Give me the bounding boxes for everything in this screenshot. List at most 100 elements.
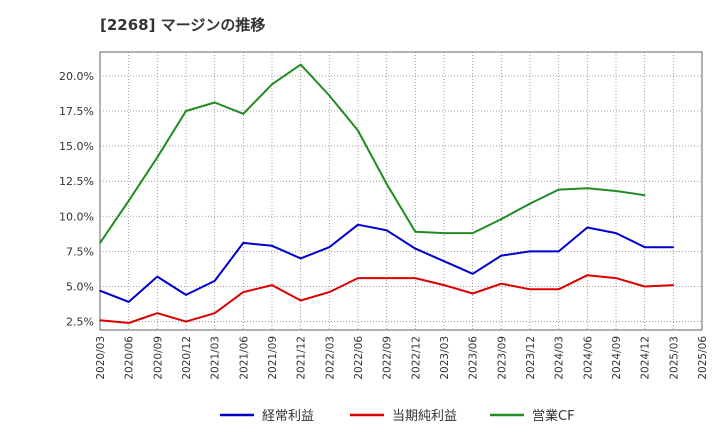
data-point	[615, 190, 617, 192]
data-point	[242, 291, 245, 293]
data-point	[586, 226, 589, 229]
data-point	[328, 246, 331, 248]
data-point	[443, 284, 445, 286]
data-point	[471, 273, 474, 275]
data-point	[156, 156, 159, 159]
chart-title: [2268] マージンの推移	[100, 16, 266, 34]
x-tick-label: 2020/09	[152, 336, 164, 380]
data-point	[185, 294, 187, 296]
x-tick-label: 2025/03	[668, 336, 680, 380]
data-point	[500, 254, 503, 257]
series-layer	[99, 63, 675, 324]
data-point	[443, 260, 445, 263]
data-point	[357, 129, 359, 132]
data-point	[242, 242, 245, 244]
x-axis: 2020/03 2020/06 2020/09 2020/12 2021/03 2021/…	[95, 336, 709, 380]
data-point	[414, 230, 417, 233]
data-point	[615, 277, 617, 279]
data-point	[156, 275, 159, 278]
data-point	[586, 187, 589, 189]
x-tick-label: 2024/12	[640, 336, 652, 380]
y-tick-label: 17.5%	[59, 105, 94, 118]
data-point	[557, 288, 560, 291]
data-point	[299, 257, 302, 260]
x-tick-label: 2021/12	[296, 336, 308, 380]
x-tick-label: 2022/12	[410, 336, 422, 380]
x-tick-label: 2020/12	[181, 336, 193, 380]
y-tick-label: 20.0%	[59, 70, 94, 83]
y-tick-label: 5.0%	[66, 280, 94, 293]
data-point	[529, 288, 531, 291]
data-point	[242, 112, 245, 115]
x-tick-label: 2024/03	[554, 336, 566, 380]
data-point	[127, 301, 130, 303]
data-point	[414, 277, 417, 279]
x-tick-label: 2022/09	[382, 336, 394, 380]
data-point	[99, 242, 101, 244]
y-tick-label: 12.5%	[59, 175, 94, 188]
plot-area-frame	[99, 51, 703, 331]
series-line-2	[99, 63, 645, 244]
data-point	[529, 202, 531, 205]
x-tick-label: 2022/06	[353, 336, 365, 380]
data-point	[213, 101, 216, 104]
x-tick-label: 2024/09	[611, 336, 623, 380]
data-point	[615, 232, 617, 234]
data-point	[185, 320, 187, 323]
data-point	[357, 277, 359, 279]
data-point	[299, 299, 302, 302]
x-tick-label: 2022/03	[324, 336, 336, 380]
data-point	[271, 83, 273, 86]
data-point	[99, 319, 101, 321]
data-point	[500, 218, 503, 220]
y-tick-label: 10.0%	[59, 210, 94, 223]
x-tick-label: 2024/06	[582, 336, 594, 380]
data-point	[213, 280, 216, 282]
x-tick-label: 2023/06	[468, 336, 480, 380]
data-point	[185, 110, 187, 112]
legend: 経常利益 当期純利益 営業CF	[220, 408, 575, 424]
data-point	[385, 183, 388, 185]
data-point	[213, 312, 216, 314]
data-point	[557, 188, 560, 191]
data-point	[471, 232, 474, 234]
data-point	[99, 289, 101, 292]
data-point	[529, 250, 531, 253]
legend-label-2: 営業CF	[532, 408, 575, 424]
x-tick-label: 2023/09	[496, 336, 508, 380]
x-tick-label: 2020/06	[124, 336, 136, 380]
x-tick-label: 2020/03	[95, 336, 107, 380]
x-tick-label: 2021/06	[238, 336, 250, 380]
data-point	[672, 246, 675, 248]
data-point	[672, 284, 675, 286]
legend-label-1: 当期純利益	[392, 409, 457, 424]
series-line-0	[99, 223, 674, 303]
data-point	[357, 223, 359, 226]
x-tick-label: 2023/03	[439, 336, 451, 380]
data-point	[127, 200, 130, 202]
x-tick-label: 2021/09	[267, 336, 279, 380]
data-point	[328, 94, 331, 97]
data-point	[557, 250, 560, 253]
data-point	[271, 284, 273, 286]
series-line-1	[99, 274, 674, 324]
data-point	[643, 246, 646, 248]
x-tick-label: 2023/12	[525, 336, 537, 380]
x-tick-label: 2025/06	[697, 336, 709, 380]
data-point	[299, 63, 302, 66]
data-point	[586, 274, 589, 277]
data-point	[328, 291, 331, 293]
legend-label-0: 経常利益	[262, 409, 314, 424]
y-tick-label: 15.0%	[59, 140, 94, 153]
data-point	[385, 229, 388, 232]
data-point	[500, 282, 503, 285]
y-axis: 2.5% 5.0% 7.5% 10.0% 12.5% 15.0% 17.5% 20.0%	[59, 70, 94, 329]
y-tick-label: 7.5%	[66, 245, 94, 258]
data-point	[643, 285, 646, 288]
data-point	[271, 244, 273, 247]
x-tick-label: 2021/03	[210, 336, 222, 380]
y-tick-label: 2.5%	[66, 316, 94, 329]
data-point	[414, 247, 417, 250]
data-point	[443, 232, 445, 234]
data-point	[127, 322, 130, 324]
